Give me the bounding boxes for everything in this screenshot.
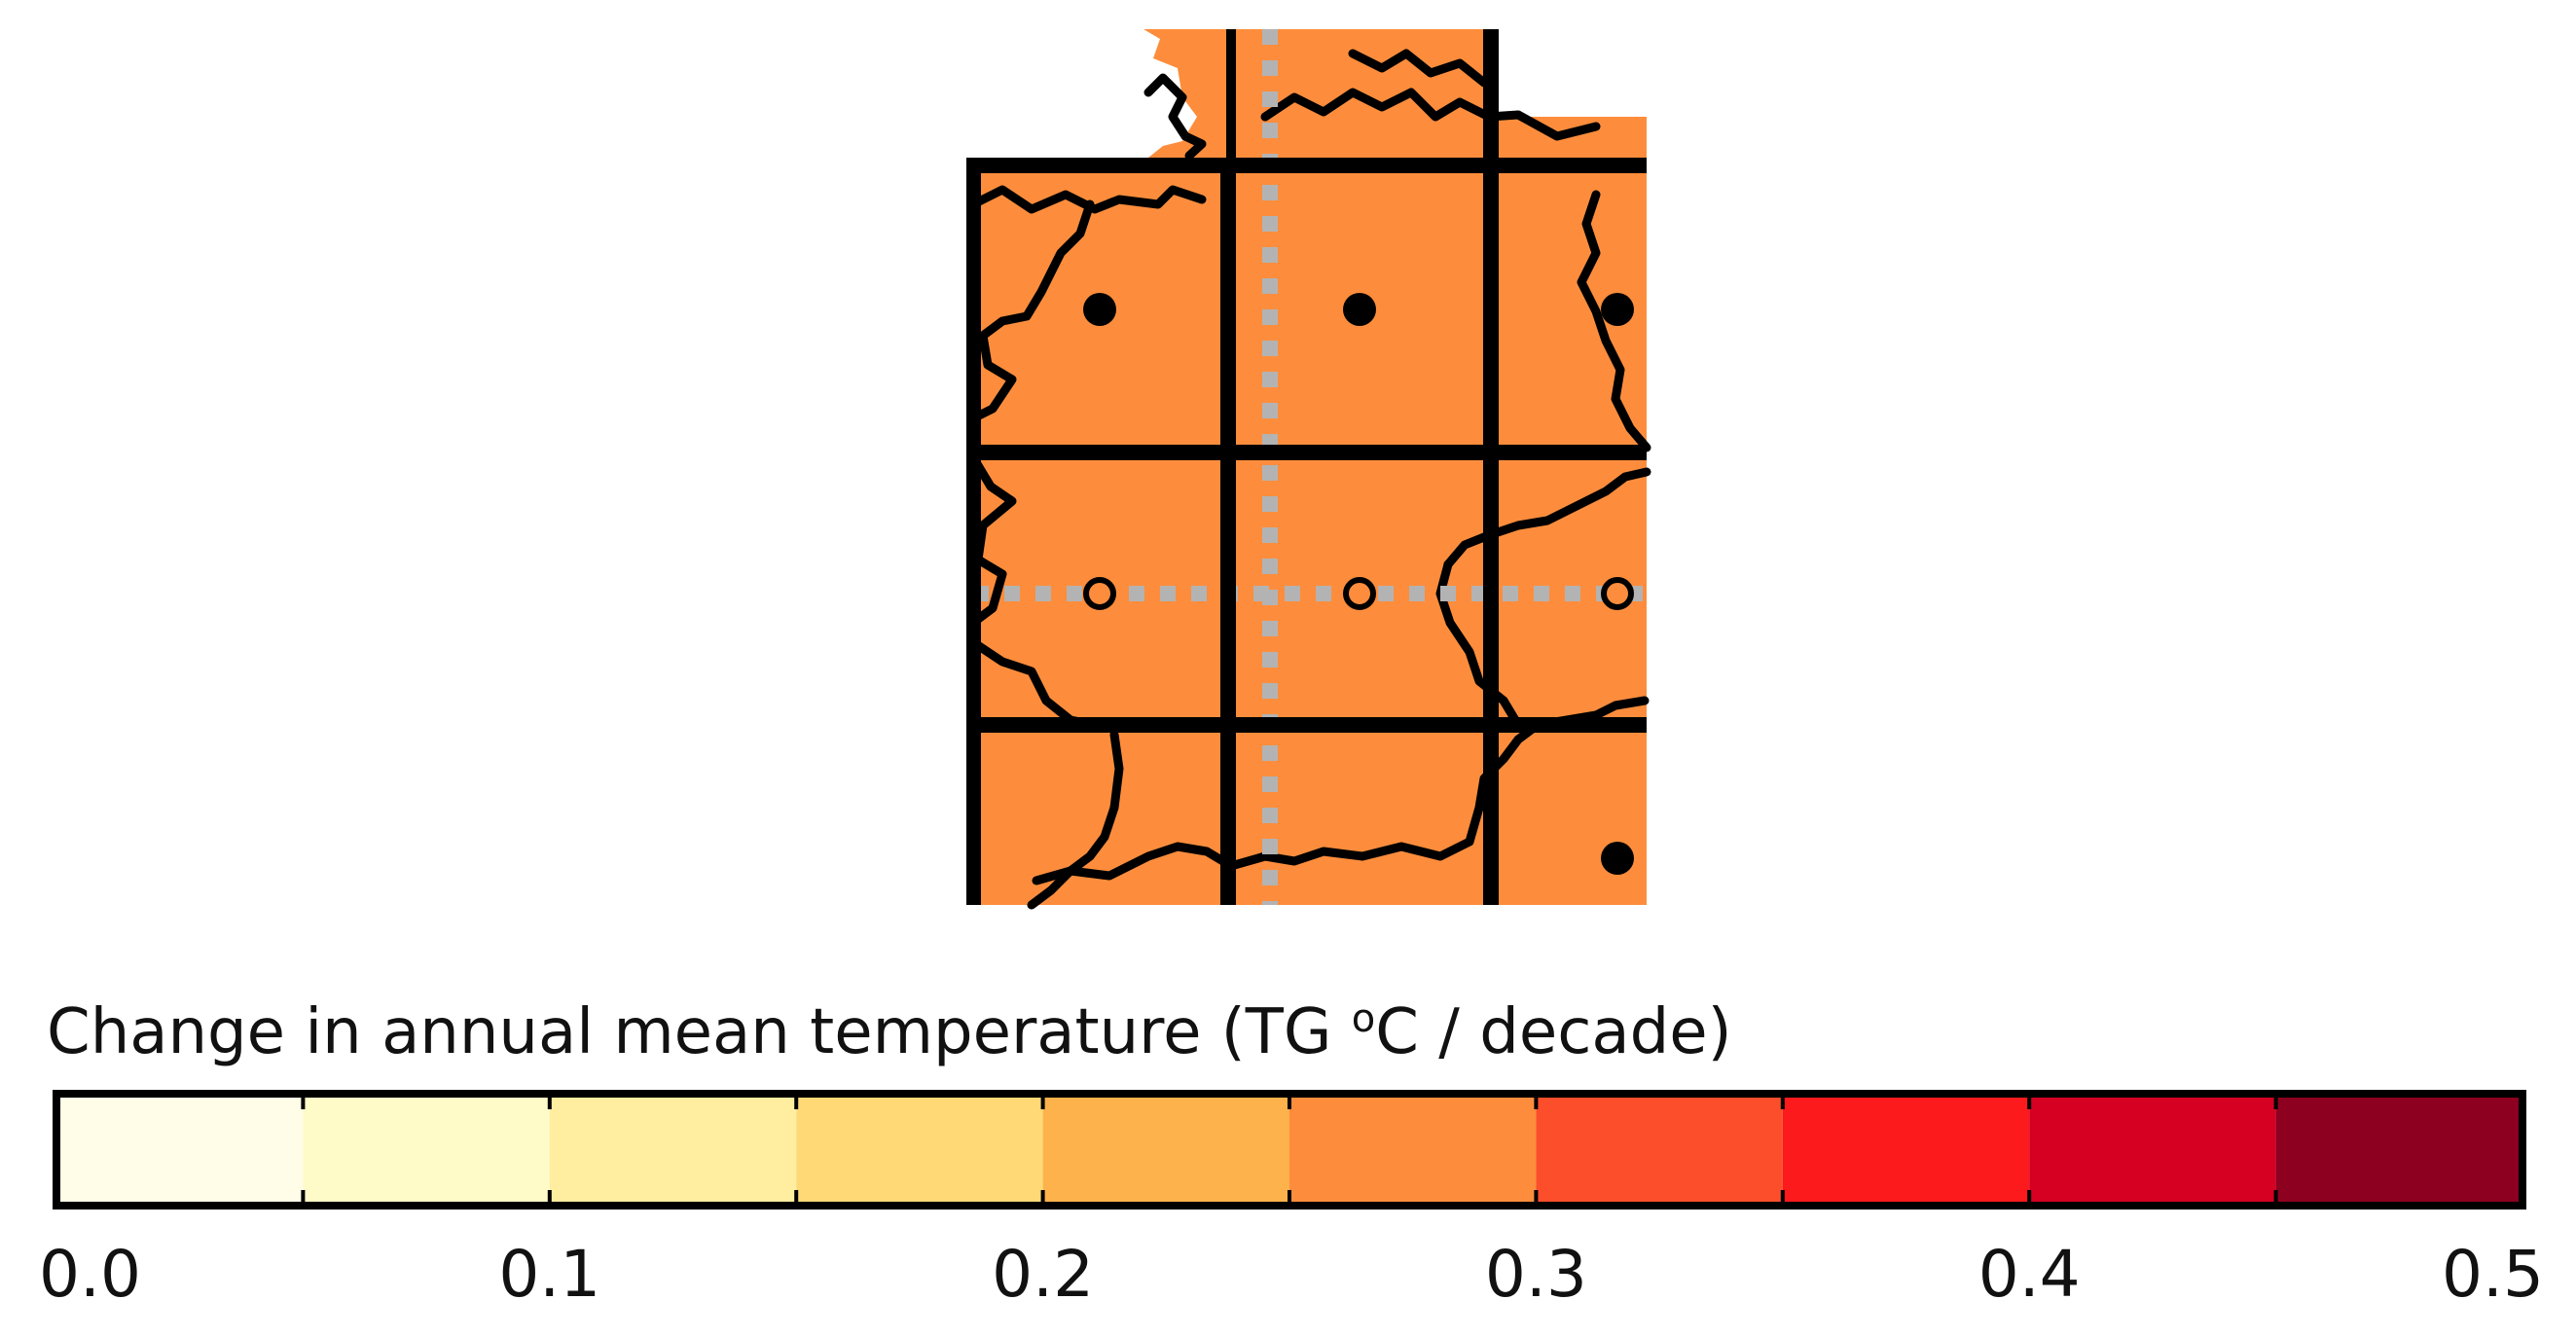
coastline-denmark: [1143, 73, 1207, 161]
tick-label-0.3: 0.3: [1485, 1237, 1587, 1312]
border-west-netherlands: [968, 199, 1095, 423]
legend-title-prefix: Change in annual mean temperature (TG: [47, 996, 1352, 1068]
coast-island-rugen: [1348, 49, 1489, 88]
map-panel: [966, 29, 1651, 910]
tick-label-0.0: 0.0: [39, 1237, 141, 1312]
grid-cell-borders: [966, 29, 1647, 905]
legend-title-sup: o: [1352, 996, 1375, 1041]
border-south-switzerland: [1032, 837, 1474, 885]
colorbar-bin-1: [303, 1094, 550, 1206]
border-east-czech: [1443, 467, 1651, 569]
cell-markers: [1083, 293, 1634, 875]
cell-marker-r0-c2: [1601, 293, 1634, 326]
cell-marker-r2-c2: [1601, 842, 1634, 875]
colorbar-bin-3: [796, 1094, 1043, 1206]
tick-label-0.5: 0.5: [2442, 1237, 2544, 1312]
colorbar: [56, 1094, 2522, 1206]
colorbar-bin-2: [549, 1094, 797, 1206]
colorbar-bin-0: [56, 1094, 304, 1206]
legend: Change in annual mean temperature (TG oC…: [39, 996, 2544, 1312]
colorbar-ticks: [301, 1094, 2278, 1206]
colorbar-bin-5: [1289, 1094, 1537, 1206]
legend-title-suffix: C / decade): [1375, 996, 1731, 1068]
transect-lines: [973, 29, 1647, 905]
tick-label-0.4: 0.4: [1978, 1237, 2081, 1312]
tick-label-0.2: 0.2: [992, 1237, 1094, 1312]
colorbar-bin-6: [1536, 1094, 1783, 1206]
colorbar-bin-9: [2275, 1094, 2522, 1206]
coastline-north-sea: [968, 185, 1207, 214]
colorbar-tick-labels: 0.0 0.1 0.2 0.3 0.4 0.5: [39, 1237, 2544, 1312]
colorbar-bin-8: [2029, 1094, 2276, 1206]
cell-marker-r0-c1: [1343, 293, 1376, 326]
cell-marker-r1-c2: [1601, 577, 1634, 610]
colorbar-bin-4: [1042, 1094, 1289, 1206]
legend-title: Change in annual mean temperature (TG oC…: [47, 996, 1732, 1068]
cell-marker-r1-c1: [1343, 577, 1376, 610]
border-east-poland: [1577, 190, 1651, 452]
colorbar-bin-7: [1782, 1094, 2030, 1206]
tick-label-0.1: 0.1: [498, 1237, 600, 1312]
coastline-baltic: [1260, 88, 1601, 141]
border-west-france: [1027, 730, 1124, 910]
map-land-fill: [966, 29, 1647, 905]
cell-marker-r1-c0: [1083, 577, 1116, 610]
cell-marker-r0-c0: [1083, 293, 1116, 326]
